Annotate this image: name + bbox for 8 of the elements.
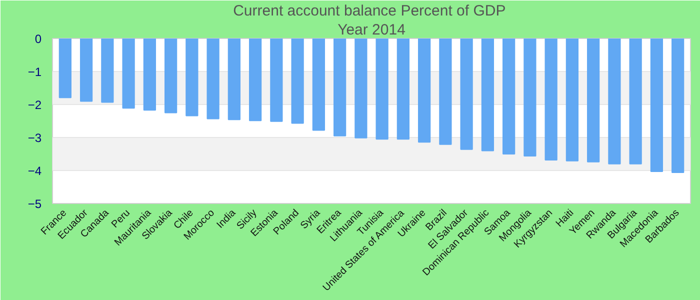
y-tick-label: −5: [28, 197, 42, 211]
chart-subtitle: Year 2014: [338, 22, 406, 38]
chart-title: Current account balance Percent of GDP: [233, 2, 506, 20]
y-tick-label: −4: [28, 164, 42, 178]
y-tick-label: −3: [28, 131, 42, 145]
y-tick-label: −1: [28, 65, 42, 79]
y-tick-label: −2: [28, 98, 42, 112]
y-tick-label: 0: [34, 32, 42, 46]
